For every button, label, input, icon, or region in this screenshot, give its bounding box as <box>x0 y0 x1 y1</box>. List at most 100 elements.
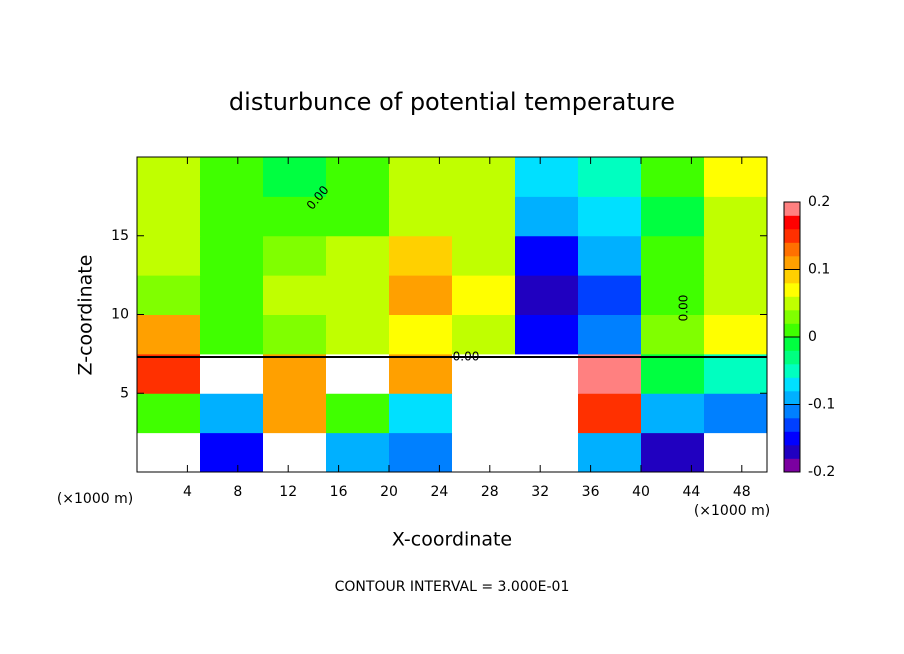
heat-cell <box>515 432 579 473</box>
heat-cell <box>704 275 768 315</box>
colorbar-swatch <box>784 242 800 257</box>
heat-cell <box>263 275 327 315</box>
heat-cell <box>578 157 642 197</box>
x-tick-label: 12 <box>279 484 297 500</box>
heat-cell <box>452 314 516 355</box>
x-tick-label: 32 <box>531 484 549 500</box>
heat-cell <box>200 235 264 276</box>
x-unit-label: (×1000 m) <box>694 503 770 519</box>
contour-label: 0.00 <box>677 295 691 322</box>
colorbar-swatch <box>784 296 800 311</box>
heat-cell <box>263 157 327 197</box>
heat-cell <box>389 196 453 237</box>
colorbar-swatch <box>784 458 800 473</box>
heat-cell <box>137 157 201 197</box>
heat-cell <box>515 314 579 355</box>
heat-cell <box>200 314 264 355</box>
heat-cell <box>137 314 201 355</box>
heat-cell <box>641 275 705 315</box>
x-tick-label: 16 <box>330 484 348 500</box>
heat-cell <box>515 196 579 237</box>
contour-label: 0.00 <box>453 350 480 364</box>
colorbar-swatch <box>784 283 800 297</box>
colorbar-swatch <box>784 323 800 338</box>
heat-cell <box>515 275 579 315</box>
heat-cell <box>641 314 705 355</box>
colorbar-swatch <box>784 350 800 365</box>
heat-cell <box>704 196 768 237</box>
x-tick-label: 20 <box>380 484 398 500</box>
heat-cell <box>137 353 201 394</box>
heat-cell <box>704 353 768 394</box>
heat-cell <box>704 393 768 434</box>
heat-cell <box>200 393 264 434</box>
heat-cell <box>326 393 390 434</box>
x-axis-label: X-coordinate <box>392 529 512 551</box>
heat-cell <box>641 353 705 394</box>
heat-cell <box>704 314 768 355</box>
heat-cell <box>326 235 390 276</box>
heat-cell <box>326 314 390 355</box>
heat-cell <box>389 314 453 355</box>
heat-cell <box>578 393 642 434</box>
heat-cell <box>515 157 579 197</box>
colorbar-swatch <box>784 418 800 432</box>
heat-cell <box>389 235 453 276</box>
heat-cell <box>200 353 264 394</box>
colorbar-tick-label: 0 <box>808 329 817 345</box>
heat-cell <box>389 393 453 434</box>
heat-cell <box>263 353 327 394</box>
y-tick-label: 15 <box>111 228 129 244</box>
heat-cell <box>641 235 705 276</box>
colorbar-swatch <box>784 391 800 405</box>
heat-cell <box>200 157 264 197</box>
heat-cell <box>641 393 705 434</box>
heat-cell <box>452 353 516 394</box>
chart-title: disturbunce of potential temperature <box>229 88 675 116</box>
colorbar-swatch <box>784 202 800 216</box>
x-tick-label: 48 <box>733 484 751 500</box>
heat-cell <box>137 393 201 434</box>
colorbar-swatch <box>784 229 800 243</box>
heat-cell <box>704 235 768 276</box>
colorbar-swatch <box>784 377 800 392</box>
x-tick-label: 28 <box>481 484 499 500</box>
heat-cell <box>263 235 327 276</box>
heat-cell <box>263 196 327 237</box>
heat-cell <box>137 196 201 237</box>
heat-cell <box>326 432 390 473</box>
heat-cell <box>263 393 327 434</box>
heat-cell <box>326 157 390 197</box>
heat-cell <box>578 275 642 315</box>
x-unit-label: (×1000 m) <box>57 491 133 507</box>
heat-cell <box>137 275 201 315</box>
colorbar-swatch <box>784 431 800 446</box>
colorbar-tick-label: 0.1 <box>808 262 830 278</box>
heat-cell <box>326 196 390 237</box>
y-axis-label: Z-coordinate <box>75 255 97 376</box>
heat-cell <box>452 235 516 276</box>
colorbar-swatch <box>784 256 800 270</box>
colorbar-tick-label: -0.2 <box>808 464 835 480</box>
heat-cell <box>641 196 705 237</box>
heat-cell <box>578 235 642 276</box>
heat-cell <box>578 196 642 237</box>
heat-cell <box>263 432 327 473</box>
x-tick-label: 36 <box>582 484 600 500</box>
y-tick-label: 5 <box>120 385 129 401</box>
heat-cell <box>137 235 201 276</box>
colorbar-swatch <box>784 215 800 230</box>
colorbar-swatch <box>784 269 800 284</box>
heat-cell <box>452 196 516 237</box>
colorbar-swatch <box>784 310 800 324</box>
colorbar-swatch <box>784 445 800 459</box>
heat-cell <box>452 393 516 434</box>
heat-cell <box>578 353 642 394</box>
heat-cell <box>641 157 705 197</box>
heat-cell <box>704 157 768 197</box>
heat-cell <box>452 275 516 315</box>
colorbar-tick-label: 0.2 <box>808 194 830 210</box>
contour-note: CONTOUR INTERVAL = 3.000E-01 <box>335 579 570 595</box>
heat-cell <box>137 432 201 473</box>
heat-cell <box>326 353 390 394</box>
